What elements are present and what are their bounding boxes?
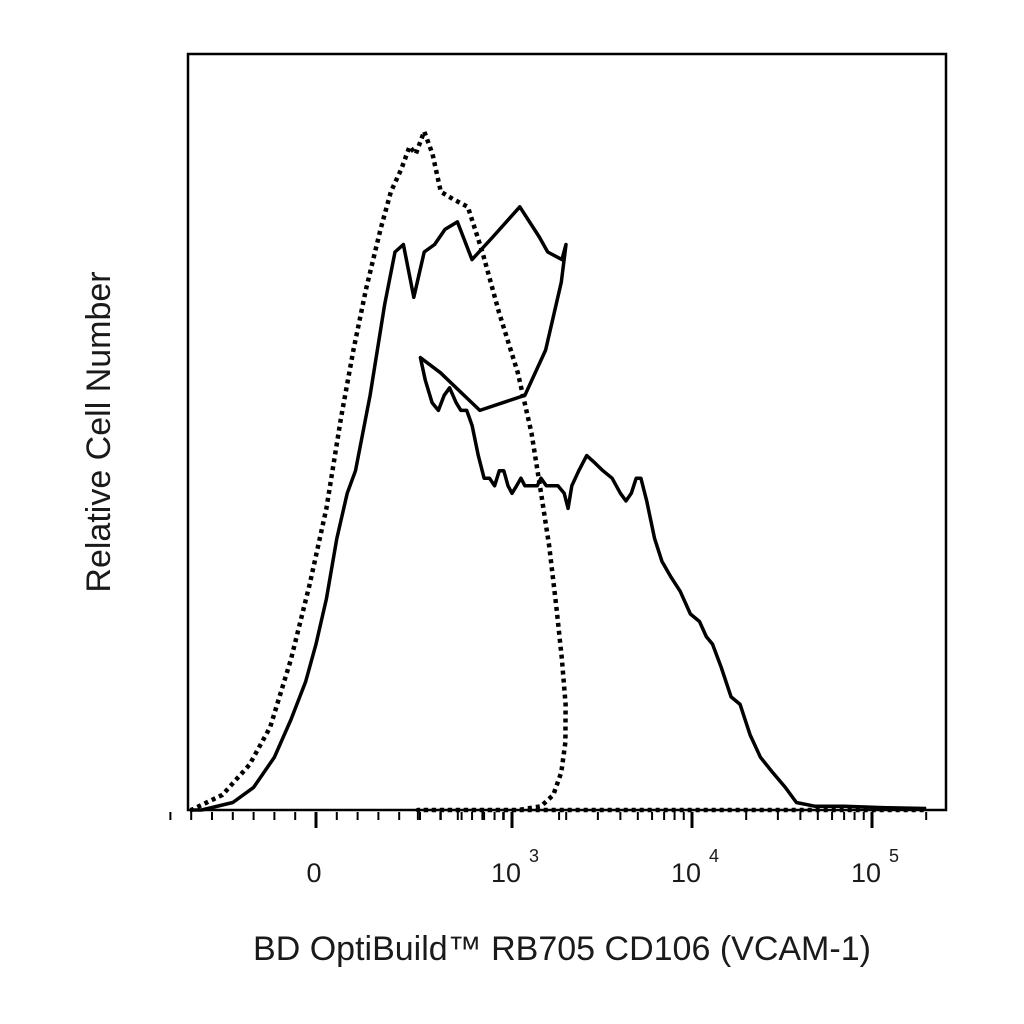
x-tick-label: 10 (851, 858, 881, 888)
series-layer (188, 129, 927, 813)
x-tick-label: 10 (671, 858, 701, 888)
series-solid-line (190, 205, 927, 812)
x-tick-label: 0 (306, 858, 321, 888)
x-axis-tick-labels: 0 10 3 10 4 10 5 (306, 846, 899, 888)
x-tick-label: 10 (491, 858, 521, 888)
plot-frame (186, 52, 948, 812)
series-dotted-line (188, 129, 927, 813)
x-tick-label-exponent: 3 (529, 846, 539, 866)
y-axis-label: Relative Cell Number (80, 271, 118, 592)
x-tick-label-exponent: 5 (889, 846, 899, 866)
x-axis-ticks (169, 812, 928, 828)
x-axis-label: BD OptiBuild™ RB705 CD106 (VCAM-1) (253, 930, 871, 968)
x-tick-label-exponent: 4 (709, 846, 719, 866)
